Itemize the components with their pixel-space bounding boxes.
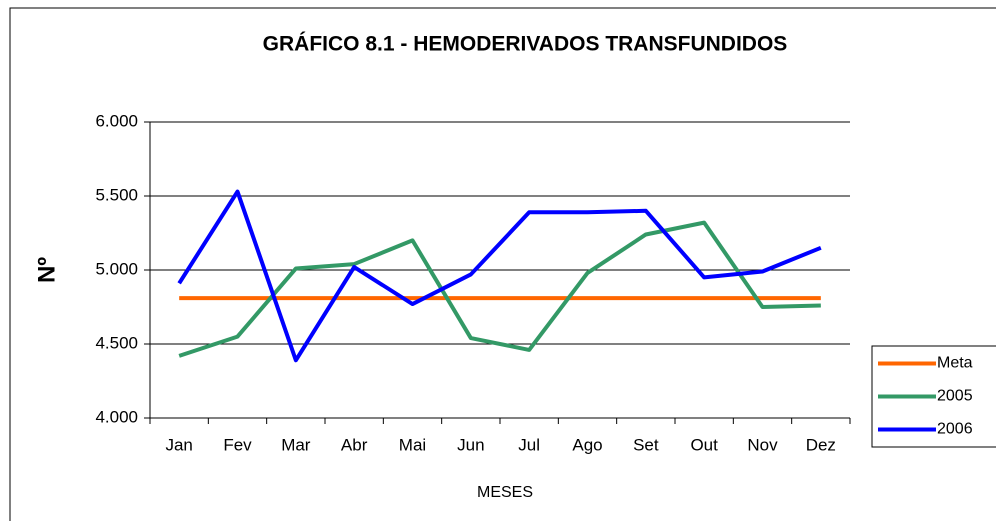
series-line [178, 220, 821, 358]
y-tick-label: 6.000 [95, 111, 138, 130]
y-tick-label: 5.500 [95, 185, 138, 204]
x-tick-label: Mai [399, 435, 426, 454]
y-tick-label: 4.000 [95, 407, 138, 426]
legend-label: 2005 [937, 388, 973, 405]
x-tick-label: Set [633, 435, 659, 454]
x-tick-label: Ago [572, 435, 602, 454]
series-line [177, 189, 822, 363]
x-tick-label: Mar [281, 435, 311, 454]
x-tick-label: Jun [457, 435, 484, 454]
chart-title: GRÁFICO 8.1 - HEMODERIVADOS TRANSFUNDIDO… [263, 33, 788, 56]
x-tick-label: Nov [747, 435, 778, 454]
y-tick-label: 5.000 [95, 259, 138, 278]
x-tick-label: Jul [518, 435, 540, 454]
x-tick-label: Dez [806, 435, 836, 454]
legend-label: Meta [937, 355, 973, 372]
x-tick-label: Abr [341, 435, 368, 454]
x-axis-title: MESES [477, 484, 533, 501]
y-axis-title: Nº [33, 257, 60, 283]
x-tick-label: Jan [165, 435, 192, 454]
y-tick-label: 4.500 [95, 333, 138, 352]
legend-label: 2006 [937, 421, 973, 438]
chart-border [9, 7, 996, 521]
x-tick-label: Fev [223, 435, 252, 454]
x-tick-label: Out [690, 435, 718, 454]
